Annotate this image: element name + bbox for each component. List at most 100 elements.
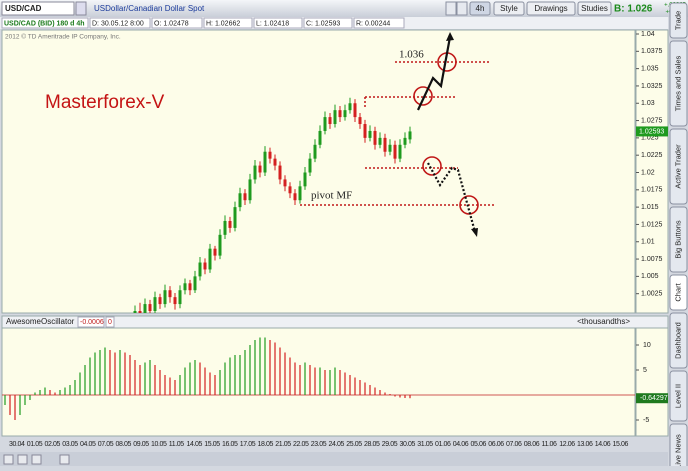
x-tick-label: 13.06 <box>577 441 593 448</box>
info-text: R: 0.00244 <box>356 20 390 27</box>
x-tick-label: 11.06 <box>542 441 558 448</box>
osc-axis <box>635 327 669 437</box>
osc-field-text: -0.0006 <box>80 319 104 326</box>
annotation-arrowhead <box>471 228 478 237</box>
side-tab-label[interactable]: Level II <box>673 384 682 408</box>
x-tick-label: 08.06 <box>524 441 540 448</box>
x-tick-label: 31.05 <box>417 441 433 448</box>
y-tick-label: 5 <box>643 367 647 374</box>
toolbar-button-label[interactable]: Style <box>500 4 518 13</box>
osc-field <box>77 316 105 328</box>
y-tick-label: 1.025 <box>641 135 659 142</box>
info-text: H: 1.02662 <box>206 20 240 27</box>
y-tick-label: 1.035 <box>641 65 659 72</box>
candle-body <box>193 276 197 291</box>
tool-button[interactable] <box>456 1 468 16</box>
side-tab[interactable] <box>669 40 688 127</box>
side-tab[interactable] <box>669 312 688 369</box>
x-tick-label: 10.05 <box>151 441 167 448</box>
candle-body <box>273 158 277 166</box>
candle-body <box>258 165 262 173</box>
x-tick-label: 22.05 <box>293 441 309 448</box>
toolbar-button-label[interactable]: Drawings <box>534 4 567 13</box>
toolbar-button[interactable] <box>577 1 612 16</box>
side-tab[interactable] <box>669 2 688 39</box>
candle-body <box>163 290 167 305</box>
info-text: C: 1.02593 <box>306 20 340 27</box>
candle-body <box>288 186 292 194</box>
status-icon[interactable] <box>17 454 28 465</box>
candle-body <box>293 193 297 201</box>
candle-body <box>388 144 392 152</box>
candle-body <box>253 165 257 180</box>
symbol-dropdown[interactable] <box>75 1 87 16</box>
side-tab-label[interactable]: Big Buttons <box>673 220 682 259</box>
candle-body <box>158 297 162 305</box>
candle-body <box>218 234 222 256</box>
toolbar-button[interactable] <box>493 1 525 16</box>
side-tab-label[interactable]: Dashboard <box>673 322 682 359</box>
x-tick-label: 12.06 <box>559 441 575 448</box>
info-text: O: 1.02478 <box>154 20 189 27</box>
info-field <box>203 17 253 29</box>
y-tick-label: 1.03 <box>641 100 655 107</box>
toolbar-button-label[interactable]: Studies <box>581 4 608 13</box>
side-tab[interactable] <box>669 206 688 273</box>
side-tab-label[interactable]: Times and Sales <box>673 55 682 111</box>
side-tab-label[interactable]: Live News <box>673 434 682 469</box>
candle-body <box>238 193 242 208</box>
x-tick-label: 11.05 <box>169 441 185 448</box>
x-tick-label: 01.06 <box>435 441 451 448</box>
y-tick-label: 1.005 <box>641 273 659 280</box>
candle-body <box>138 311 142 313</box>
side-tab-label[interactable]: Trade <box>673 11 682 30</box>
osc-title: AwesomeOscillator <box>6 317 75 326</box>
x-tick-label: 25.05 <box>346 441 362 448</box>
x-tick-label: 05.06 <box>471 441 487 448</box>
info-text: L: 1.02418 <box>256 20 289 27</box>
candle-body <box>328 117 332 125</box>
y-tick-label: 10 <box>643 342 651 349</box>
status-icon[interactable] <box>59 454 70 465</box>
side-tab[interactable] <box>669 128 688 205</box>
side-tab-label[interactable]: Chart <box>673 282 682 301</box>
tool-button[interactable] <box>445 1 457 16</box>
annotation-arrowhead <box>446 32 454 41</box>
symbol-input[interactable] <box>1 1 75 16</box>
side-tab[interactable] <box>669 370 688 422</box>
candle-body <box>278 165 282 180</box>
status-icon[interactable] <box>31 454 42 465</box>
annotation-arrow <box>417 36 452 111</box>
y-tick-label: 1.02 <box>641 169 655 176</box>
candle-body <box>303 172 307 187</box>
x-tick-label: 02.05 <box>45 441 61 448</box>
y-tick-label: 1.0075 <box>641 256 663 263</box>
x-tick-label: 15.05 <box>204 441 220 448</box>
candle-body <box>373 130 377 145</box>
x-tick-label: 17.05 <box>240 441 256 448</box>
x-tick-label: 29.05 <box>382 441 398 448</box>
candle-body <box>358 117 362 125</box>
side-tab[interactable] <box>669 274 688 311</box>
candle-body <box>313 144 317 159</box>
annotation-arrow <box>427 162 477 233</box>
symbol-description[interactable]: USDollar/Canadian Dollar Spot <box>94 4 205 13</box>
candle-body <box>223 220 227 235</box>
info-field <box>303 17 353 29</box>
toolbar-button-label[interactable]: 4h <box>476 4 485 13</box>
candle-body <box>348 103 352 111</box>
candle-body <box>283 179 287 187</box>
side-tab[interactable] <box>669 423 688 471</box>
osc-plot <box>1 327 636 437</box>
candle-body <box>198 262 202 277</box>
candle-body <box>143 304 147 313</box>
bid-price: B: 1.026 <box>614 4 653 15</box>
info-field <box>353 17 405 29</box>
toolbar-button[interactable] <box>526 1 576 16</box>
side-tab-label[interactable]: Active Trader <box>673 144 682 189</box>
last-value: -0.64297 <box>640 395 668 402</box>
toolbar-button[interactable] <box>469 1 491 16</box>
symbol: USD/CAD <box>5 4 42 13</box>
status-icon[interactable] <box>3 454 14 465</box>
status-bar <box>0 452 668 466</box>
